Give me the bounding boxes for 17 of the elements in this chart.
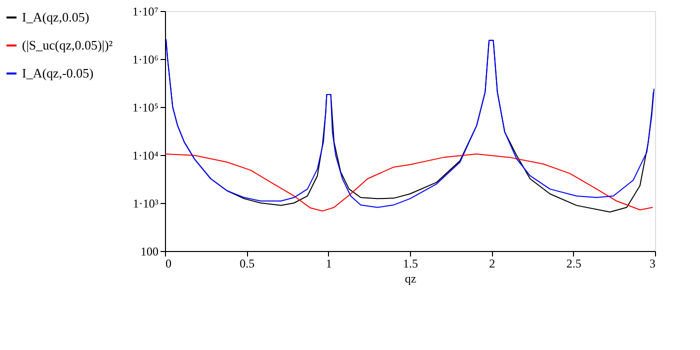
x-tick-label: 0 xyxy=(166,256,172,270)
y-tick-label: 100 xyxy=(140,244,158,258)
x-tick-label: 3 xyxy=(650,256,656,270)
x-tick-label: 0.5 xyxy=(240,256,255,270)
y-tick-label: 1·10⁵ xyxy=(132,100,158,114)
legend-label: I_A(qz,0.05) xyxy=(22,10,90,24)
x-tick-label: 2 xyxy=(489,256,496,270)
legend-label: (|S_uc(qz,0.05)|)² xyxy=(22,38,113,52)
x-tick-label: 1 xyxy=(326,256,332,270)
x-axis-title: qz xyxy=(404,272,416,286)
y-tick-label: 1·10⁶ xyxy=(132,52,158,66)
x-tick-label: 2.5 xyxy=(566,256,582,270)
legend-label: I_A(qz,-0.05) xyxy=(22,66,94,80)
x-tick-label: 1.5 xyxy=(403,256,418,270)
y-tick-label: 1·10⁷ xyxy=(132,4,158,18)
y-tick-label: 1·10³ xyxy=(132,196,159,210)
y-tick-label: 1·10⁴ xyxy=(132,148,158,162)
